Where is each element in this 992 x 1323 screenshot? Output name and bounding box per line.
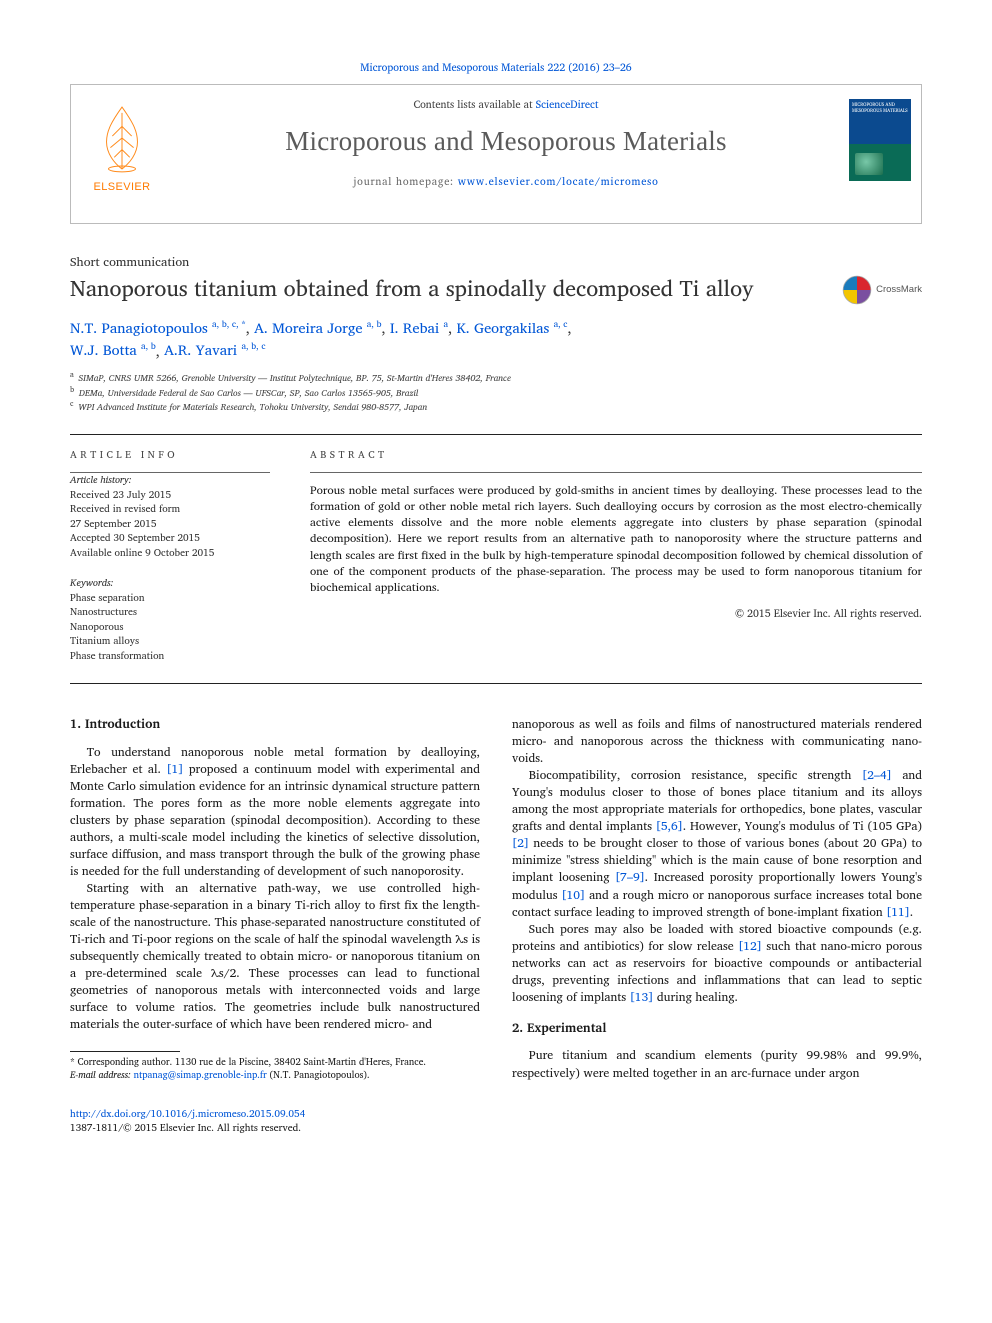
citation-link[interactable]: [13] [630,988,654,1007]
abstract-heading: ABSTRACT [310,449,922,463]
sciencedirect-link[interactable]: ScienceDirect [536,95,599,113]
paragraph: To understand nanoporous noble metal for… [70,744,480,880]
crossmark-icon [842,275,872,305]
top-citation: Microporous and Mesoporous Materials 222… [70,60,922,74]
journal-cover-thumbnail[interactable]: MICROPOROUS AND MESOPOROUS MATERIALS [849,99,911,181]
keywords-block: Keywords: Phase separation Nanostructure… [70,576,270,663]
journal-name: Microporous and Mesoporous Materials [181,123,831,159]
homepage-pre-text: journal homepage: [353,172,457,190]
publisher-logo[interactable]: ELSEVIER [83,103,161,194]
section-rule [70,683,922,684]
affiliation: a SIMaP, CNRS UMR 5266, Grenoble Univers… [70,370,922,385]
publisher-name: ELSEVIER [83,180,161,195]
journal-homepage-link[interactable]: www.elsevier.com/locate/micromeso [458,172,659,190]
homepage-line: journal homepage: www.elsevier.com/locat… [181,174,831,188]
article-type: Short communication [70,254,922,271]
author: I. Rebai a [390,317,448,340]
author-list: N.T. Panagiotopoulos a, b, c, *, A. More… [70,317,922,362]
contents-list-line: Contents lists available at ScienceDirec… [181,97,831,111]
abstract-copyright: © 2015 Elsevier Inc. All rights reserved… [310,606,922,620]
paragraph: Biocompatibility, corrosion resistance, … [512,767,922,920]
author-email-link[interactable]: ntpanag@simap.grenoble-inp.fr [134,1068,267,1083]
journal-header: ELSEVIER Contents lists available at Sci… [70,84,922,224]
abstract-text: Porous noble metal surfaces were produce… [310,483,922,596]
author: A.R. Yavari a, b, c [164,339,265,362]
footnote-separator [70,1051,180,1052]
crossmark-badge[interactable]: CrossMark [842,275,922,305]
paragraph: Starting with an alternative path-way, w… [70,880,480,1033]
email-attribution: (N.T. Panagiotopoulos). [270,1068,370,1083]
author: K. Georgakilas a, c [456,317,567,340]
article-body: 1. Introduction To understand nanoporous… [70,716,922,1083]
cover-caption: MICROPOROUS AND MESOPOROUS MATERIALS [852,101,908,114]
email-footnote: E-mail address: ntpanag@simap.grenoble-i… [70,1070,480,1083]
contents-pre-text: Contents lists available at [414,95,536,113]
section-heading-experimental: 2. Experimental [512,1020,922,1038]
affiliation: b DEMa, Universidade Federal de Sao Carl… [70,385,922,400]
section-heading-intro: 1. Introduction [70,716,480,734]
cover-inset-icon [855,153,883,175]
email-label: E-mail address: [70,1068,131,1083]
affiliation-list: a SIMaP, CNRS UMR 5266, Grenoble Univers… [70,370,922,414]
issn-copyright: 1387-1811/© 2015 Elsevier Inc. All right… [70,1120,301,1136]
history-item: Available online 9 October 2015 [70,545,214,561]
author: N.T. Panagiotopoulos a, b, c, * [70,317,246,340]
page-footer: http://dx.doi.org/10.1016/j.micromeso.20… [70,1107,922,1135]
author: A. Moreira Jorge a, b [254,317,381,340]
paragraph: nanoporous as well as foils and films of… [512,716,922,767]
article-info-heading: ARTICLE INFO [70,449,270,463]
author: W.J. Botta a, b [70,339,156,362]
elsevier-tree-icon [93,103,151,173]
article-history: Article history: Received 23 July 2015 R… [70,473,270,560]
paragraph: Pure titanium and scandium elements (pur… [512,1047,922,1081]
keyword: Phase transformation [70,648,164,664]
affiliation: c WPI Advanced Institute for Materials R… [70,399,922,414]
article-title: Nanoporous titanium obtained from a spin… [70,275,828,303]
crossmark-label: CrossMark [876,284,922,297]
paragraph: Such pores may also be loaded with store… [512,921,922,1006]
top-citation-link[interactable]: Microporous and Mesoporous Materials 222… [360,58,631,76]
